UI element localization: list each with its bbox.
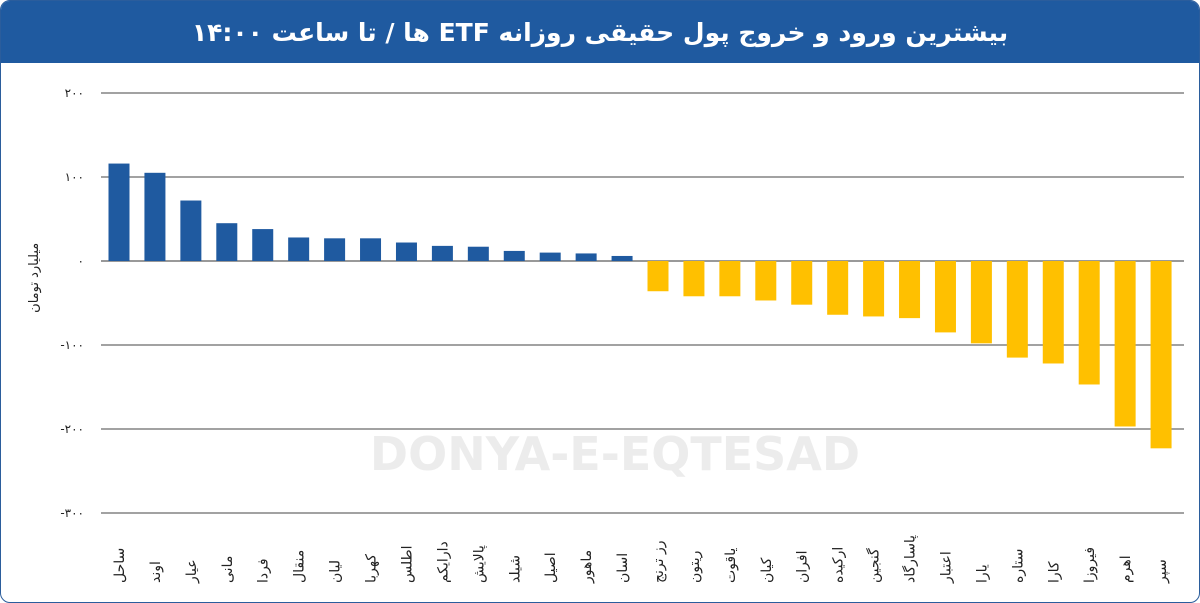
category-label: اسان bbox=[615, 553, 631, 583]
chart-title: بیشترین ورود و خروج پول حقیقی روزانه ETF… bbox=[191, 17, 1009, 47]
category-label: یاقوت bbox=[723, 548, 739, 583]
category-label: شیلد bbox=[507, 555, 523, 583]
bar bbox=[934, 261, 956, 333]
category-label: اوند bbox=[148, 561, 164, 583]
category-label: فیروزا bbox=[1082, 547, 1098, 583]
y-tick-label: ۲۰۰ bbox=[65, 86, 84, 100]
category-label: کهربا bbox=[364, 554, 380, 583]
category-label: فردا bbox=[256, 558, 272, 583]
y-tick-label: -۳۰۰ bbox=[60, 506, 84, 520]
category-label: دارایکم bbox=[435, 541, 451, 583]
bar bbox=[216, 223, 238, 261]
category-label: سپر bbox=[1154, 559, 1170, 584]
bar bbox=[899, 261, 921, 319]
bar bbox=[1150, 261, 1172, 449]
bar bbox=[360, 238, 382, 261]
bar bbox=[575, 253, 597, 261]
category-label: اصیل bbox=[543, 552, 559, 583]
category-label: ستاره bbox=[1010, 549, 1026, 583]
bar bbox=[791, 261, 813, 305]
bar bbox=[467, 246, 489, 261]
category-label: ماهور bbox=[579, 550, 595, 584]
category-label: منقال bbox=[292, 550, 308, 583]
bar bbox=[1078, 261, 1100, 385]
category-label: اطلس bbox=[399, 545, 415, 583]
bar bbox=[755, 261, 777, 301]
watermark: DONYA-E-EQTESAD bbox=[370, 427, 860, 481]
bar bbox=[503, 250, 525, 261]
bar bbox=[324, 238, 346, 261]
category-label: پاسارگاد bbox=[902, 535, 919, 583]
y-tick-label: ۱۰۰ bbox=[65, 170, 84, 184]
bar bbox=[827, 261, 849, 315]
bar bbox=[863, 261, 885, 317]
bar bbox=[1042, 261, 1064, 364]
category-label: رز ترنج bbox=[651, 540, 667, 583]
category-label: یارا bbox=[974, 564, 990, 583]
bar bbox=[252, 229, 274, 261]
category-label: ریتون bbox=[687, 551, 703, 583]
bar bbox=[395, 242, 417, 261]
bar bbox=[431, 245, 453, 261]
category-label: اهرم bbox=[1118, 555, 1134, 583]
category-label: افران bbox=[795, 551, 811, 583]
bar-chart: DONYA-E-EQTESAD ۲۰۰ ۱۰۰ ۰ -۱۰۰ -۲۰۰ -۳۰۰ میلیار… bbox=[27, 86, 1184, 584]
bar bbox=[108, 163, 130, 261]
bar bbox=[144, 172, 166, 261]
category-label: عیار bbox=[184, 559, 200, 584]
category-label: کارا bbox=[1046, 561, 1062, 583]
bar bbox=[970, 261, 992, 344]
y-axis-label: میلیارد تومان bbox=[27, 243, 42, 313]
bar bbox=[539, 252, 561, 261]
bar bbox=[647, 261, 669, 292]
y-tick-label: -۱۰۰ bbox=[60, 338, 84, 352]
category-label: گنجین bbox=[866, 548, 883, 583]
bar bbox=[1114, 261, 1136, 427]
category-label: پالایش bbox=[471, 545, 487, 583]
category-label: اعتبار bbox=[938, 551, 954, 584]
bar bbox=[683, 261, 705, 297]
category-label: مانی bbox=[220, 556, 236, 583]
bar bbox=[719, 261, 741, 297]
y-tick-label: ۰ bbox=[78, 254, 84, 268]
category-label: لیان bbox=[328, 560, 344, 583]
category-label: ساحل bbox=[112, 548, 128, 583]
bar bbox=[180, 200, 202, 261]
bar bbox=[611, 255, 633, 261]
bar bbox=[1006, 261, 1028, 358]
title-bar: بیشترین ورود و خروج پول حقیقی روزانه ETF… bbox=[1, 1, 1199, 63]
y-tick-label: -۲۰۰ bbox=[60, 422, 84, 436]
category-label: کیان bbox=[759, 557, 775, 583]
category-label: ارکیده bbox=[831, 547, 847, 583]
bar bbox=[288, 237, 310, 261]
